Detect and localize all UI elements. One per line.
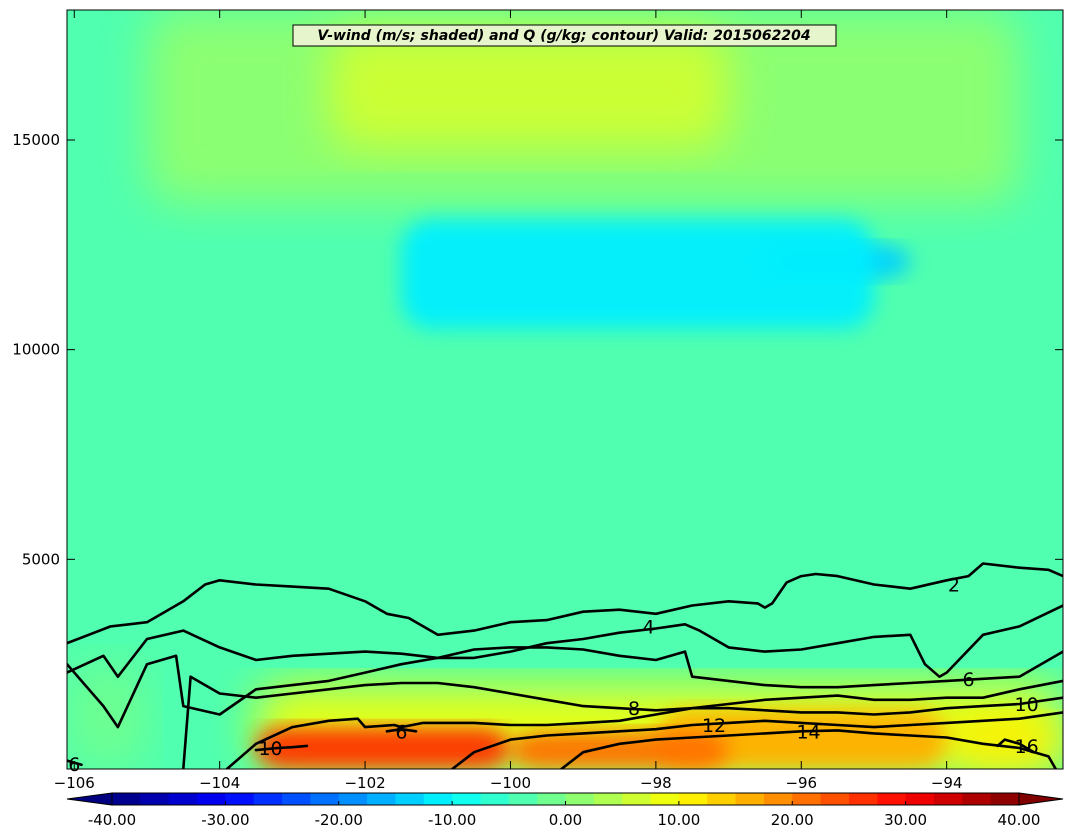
colorbar-extend-high (1018, 792, 1064, 806)
colorbar-swatch (253, 793, 283, 805)
colorbar-swatch (848, 793, 878, 805)
colorbar-swatch (197, 793, 226, 805)
contour-line-q-16 (996, 738, 1036, 754)
colorbar-tick-label: 30.00 (884, 811, 927, 829)
colorbar-tick-label: 0.00 (549, 811, 582, 829)
contour-line-q-6 (385, 727, 418, 733)
colorbar-swatch (537, 793, 566, 805)
colorbar-swatch (707, 793, 737, 805)
chart-title: V-wind (m/s; shaded) and Q (g/kg; contou… (292, 24, 837, 47)
contour-line-q-4 (67, 604, 1063, 678)
colorbar-swatch (338, 793, 368, 805)
colorbar-tick-label: 10.00 (657, 811, 700, 829)
y-tick-label: 10000 (12, 341, 60, 359)
contour-label: 12 (702, 715, 726, 737)
colorbar-swatch (593, 793, 623, 805)
x-tick-label: −106 (54, 774, 95, 792)
field-region (510, 731, 729, 769)
colorbar-swatch (508, 793, 538, 805)
colorbar-tick-label: -10.00 (428, 811, 476, 829)
contour-label: 4 (643, 616, 655, 638)
colorbar-tick-label: 40.00 (998, 811, 1041, 829)
colorbar-swatch (140, 793, 170, 805)
x-axis: −106 −104 −102 −100 −98 −96 −94 (54, 10, 963, 792)
contour-label: 6 (962, 669, 974, 691)
colorbar-swatch (423, 793, 453, 805)
contour-label: 8 (628, 698, 640, 720)
colorbar-tick-label: 20.00 (771, 811, 814, 829)
contour-label: 14 (796, 721, 820, 743)
colorbar-tick-label: -30.00 (201, 811, 249, 829)
colorbar-swatch (168, 793, 198, 805)
x-tick-label: −96 (785, 774, 817, 792)
colorbar-swatch (225, 793, 255, 805)
chart-title-text: V-wind (m/s; shaded) and Q (g/kg; contou… (317, 28, 810, 44)
field-region (401, 219, 874, 329)
colorbar-swatch (622, 793, 652, 805)
colorbar-swatch (678, 793, 708, 805)
shaded-field (67, 10, 1063, 769)
contour-label: 10 (258, 738, 282, 760)
x-tick-label: −94 (931, 774, 963, 792)
y-axis: 5000 10000 15000 (12, 131, 1063, 568)
colorbar-swatch (650, 793, 680, 805)
colorbar-tick-label: -20.00 (315, 811, 363, 829)
colorbar-swatch (565, 793, 595, 805)
colorbar-extend-low (66, 792, 113, 806)
contour-line-q-10 (225, 696, 1063, 769)
contour-label: 2 (948, 574, 960, 596)
colorbar-swatch (792, 793, 822, 805)
contour-line-q-14 (560, 729, 1057, 769)
plot-frame (66, 9, 1064, 770)
colorbar-swatch (452, 793, 481, 805)
field-region (328, 30, 729, 149)
field-region (655, 710, 947, 769)
colorbar-swatch (112, 793, 141, 805)
colorbar: -40.00 -30.00 -20.00 -10.00 0.00 10.00 20.00 30… (66, 792, 1064, 829)
colorbar-swatch (962, 793, 992, 805)
x-tick-label: −98 (640, 774, 672, 792)
colorbar-swatch (990, 793, 1020, 805)
y-tick-label: 15000 (12, 131, 60, 149)
colorbar-tick-label: -40.00 (88, 811, 136, 829)
contour-line-q-10 (254, 744, 309, 752)
colorbar-swatch (877, 793, 907, 805)
colorbar-swatch (480, 793, 510, 805)
x-tick-label: −100 (490, 774, 531, 792)
field-region (256, 727, 511, 769)
contour-line-q-8 (182, 675, 1063, 769)
field-region (946, 718, 1063, 769)
colorbar-swatch (933, 793, 963, 805)
y-tick-label: 5000 (22, 550, 60, 568)
contour-label: 10 (1015, 694, 1039, 716)
colorbar-swatch (735, 793, 765, 805)
x-tick-label: −104 (199, 774, 240, 792)
colorbar-ticks: -40.00 -30.00 -20.00 -10.00 0.00 10.00 20.00 30… (88, 801, 1041, 829)
field-region (67, 664, 147, 769)
contour-line-q-2 (67, 562, 1063, 645)
chart-title-box (292, 24, 837, 47)
colorbar-swatch (310, 793, 340, 805)
contour-line-q-12 (451, 711, 1063, 769)
colorbar-swatch (905, 793, 935, 805)
contour-label: 16 (1015, 736, 1039, 758)
contour-line-q-6 (67, 646, 1063, 729)
colorbar-swatch (282, 793, 311, 805)
colorbar-swatch (395, 793, 425, 805)
contour-lines (67, 562, 1063, 769)
x-tick-label: −102 (344, 774, 385, 792)
contour-label: 6 (395, 721, 407, 743)
colorbar-swatch (820, 793, 850, 805)
colorbar-swatch (367, 793, 396, 805)
colorbar-swatch (763, 793, 793, 805)
